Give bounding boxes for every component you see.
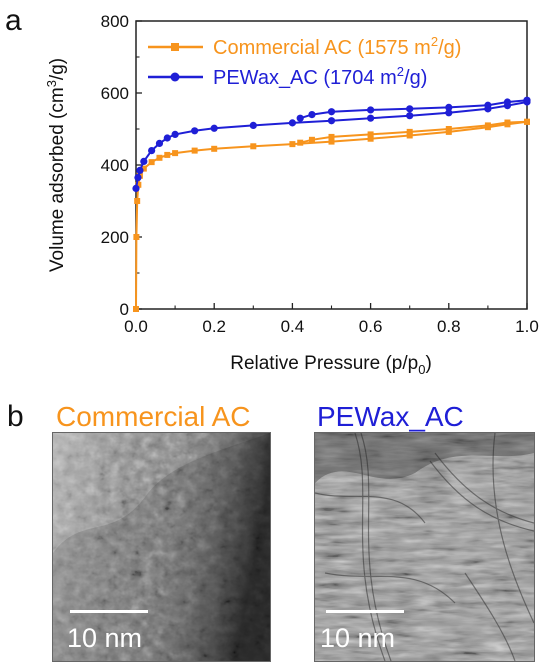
tem-title-pewax-ac: PEWax_AC — [317, 401, 464, 432]
data-point — [148, 159, 155, 166]
data-point — [156, 154, 163, 161]
data-point — [250, 143, 257, 150]
data-point — [297, 139, 304, 146]
isotherm-chart: 0.0 0.2 0.4 0.6 0.8 1.0 0 200 400 600 800 Relative… — [44, 12, 539, 377]
y-tick-label: 200 — [101, 228, 129, 247]
data-point — [133, 306, 139, 312]
data-point — [308, 136, 315, 143]
tem-image-commercial-ac: 10 nm — [52, 432, 271, 662]
data-point — [367, 131, 374, 138]
x-tick-label: 0.0 — [124, 317, 148, 336]
data-point — [367, 106, 375, 114]
data-point — [210, 124, 218, 132]
scale-label-pewax-ac: 10 nm — [320, 623, 396, 653]
legend: Commercial AC (1575 m2/g) PEWax_AC (1704… — [148, 34, 461, 89]
data-point — [171, 130, 179, 138]
x-tick-label: 1.0 — [515, 317, 539, 336]
y-axis-label: Volume adsorbed (cm3/g) — [44, 58, 68, 272]
series-layer — [132, 96, 531, 312]
data-point — [172, 150, 179, 157]
series-pewax-ac — [132, 96, 531, 192]
data-point — [445, 126, 452, 132]
data-point — [135, 181, 142, 188]
data-point — [367, 114, 375, 122]
svg-text:Commercial AC (1575 m2/g): Commercial AC (1575 m2/g) — [213, 34, 461, 59]
data-point — [308, 111, 316, 119]
x-tick-label: 0.6 — [359, 317, 383, 336]
data-point — [164, 151, 171, 158]
data-point — [406, 112, 414, 120]
data-point — [524, 118, 530, 125]
data-point — [288, 119, 296, 127]
data-point — [296, 114, 304, 122]
data-point — [136, 166, 144, 174]
data-point — [484, 122, 491, 129]
panel-letter-a: a — [5, 4, 22, 37]
data-point — [148, 147, 156, 155]
plot-area — [135, 20, 528, 310]
x-axis-label-sub: 0 — [418, 362, 425, 377]
data-point — [132, 184, 140, 192]
data-point — [211, 145, 218, 152]
data-point — [140, 165, 147, 172]
legend-entry-pewax-ac: PEWax_AC (1704 m2/g) — [148, 64, 427, 89]
x-tick-label: 0.4 — [281, 317, 305, 336]
data-point — [327, 117, 336, 125]
data-point — [140, 157, 148, 165]
data-point — [328, 138, 335, 145]
x-tick-label: 0.2 — [202, 317, 226, 336]
data-point — [327, 108, 336, 116]
data-point — [484, 101, 492, 109]
svg-text:PEWax_AC (1704 m2/g): PEWax_AC (1704 m2/g) — [213, 64, 427, 89]
axis-ticks: 0.0 0.2 0.4 0.6 0.8 1.0 0 200 400 600 800 — [101, 12, 539, 336]
data-point — [367, 135, 374, 142]
x-tick-label: 0.8 — [437, 317, 461, 336]
data-point — [191, 147, 198, 154]
panel-letter-b: b — [7, 400, 24, 433]
data-point — [523, 96, 531, 104]
data-point — [406, 105, 414, 113]
data-point — [191, 127, 199, 135]
scale-bar-pewax-ac — [326, 610, 404, 613]
data-point — [134, 198, 141, 204]
data-point — [406, 128, 413, 135]
data-point — [504, 119, 511, 126]
data-point — [328, 133, 335, 140]
data-point — [155, 139, 164, 147]
data-point — [163, 134, 171, 142]
y-axis-label-sup: 3 — [44, 80, 59, 87]
data-point — [133, 234, 140, 240]
data-point — [406, 132, 413, 139]
tem-title-commercial-ac: Commercial AC — [56, 401, 251, 432]
y-tick-label: 600 — [101, 84, 129, 103]
data-point — [445, 109, 453, 117]
scale-bar-commercial-ac — [70, 610, 148, 613]
data-point — [134, 174, 142, 182]
legend-entry-commercial-ac: Commercial AC (1575 m2/g) — [148, 34, 461, 59]
series-commercial-ac — [133, 118, 530, 312]
y-tick-label: 0 — [120, 300, 129, 319]
y-tick-label: 400 — [101, 156, 129, 175]
data-point — [445, 103, 453, 111]
data-point — [249, 121, 257, 129]
data-point — [503, 98, 512, 106]
y-tick-label: 800 — [101, 12, 129, 31]
scale-label-commercial-ac: 10 nm — [67, 623, 143, 653]
data-point — [289, 141, 296, 148]
tem-image-pewax-ac: 10 nm — [314, 432, 535, 662]
x-axis-label: Relative Pressure (p/p0) — [230, 353, 432, 377]
